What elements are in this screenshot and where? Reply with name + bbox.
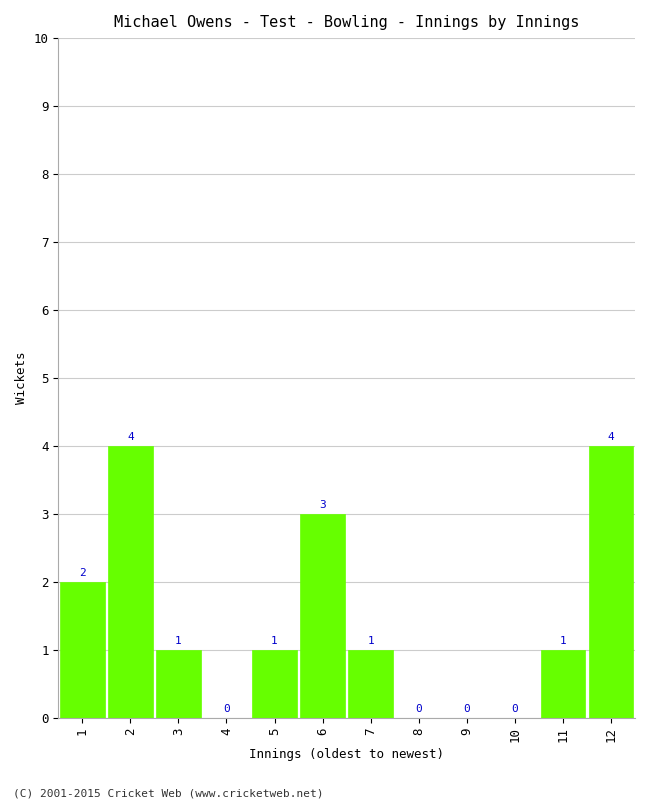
Bar: [300, 514, 345, 718]
Text: 0: 0: [415, 704, 422, 714]
Text: 4: 4: [608, 433, 614, 442]
Text: 0: 0: [512, 704, 518, 714]
Text: 1: 1: [175, 636, 182, 646]
Text: (C) 2001-2015 Cricket Web (www.cricketweb.net): (C) 2001-2015 Cricket Web (www.cricketwe…: [13, 788, 324, 798]
Title: Michael Owens - Test - Bowling - Innings by Innings: Michael Owens - Test - Bowling - Innings…: [114, 15, 579, 30]
X-axis label: Innings (oldest to newest): Innings (oldest to newest): [249, 748, 444, 761]
Y-axis label: Wickets: Wickets: [15, 352, 28, 404]
Bar: [589, 446, 633, 718]
Bar: [348, 650, 393, 718]
Bar: [60, 582, 105, 718]
Text: 3: 3: [319, 501, 326, 510]
Text: 0: 0: [463, 704, 470, 714]
Bar: [108, 446, 153, 718]
Bar: [156, 650, 201, 718]
Bar: [252, 650, 297, 718]
Text: 1: 1: [560, 636, 566, 646]
Text: 0: 0: [223, 704, 230, 714]
Text: 1: 1: [367, 636, 374, 646]
Text: 1: 1: [271, 636, 278, 646]
Bar: [541, 650, 585, 718]
Text: 4: 4: [127, 433, 134, 442]
Text: 2: 2: [79, 569, 86, 578]
